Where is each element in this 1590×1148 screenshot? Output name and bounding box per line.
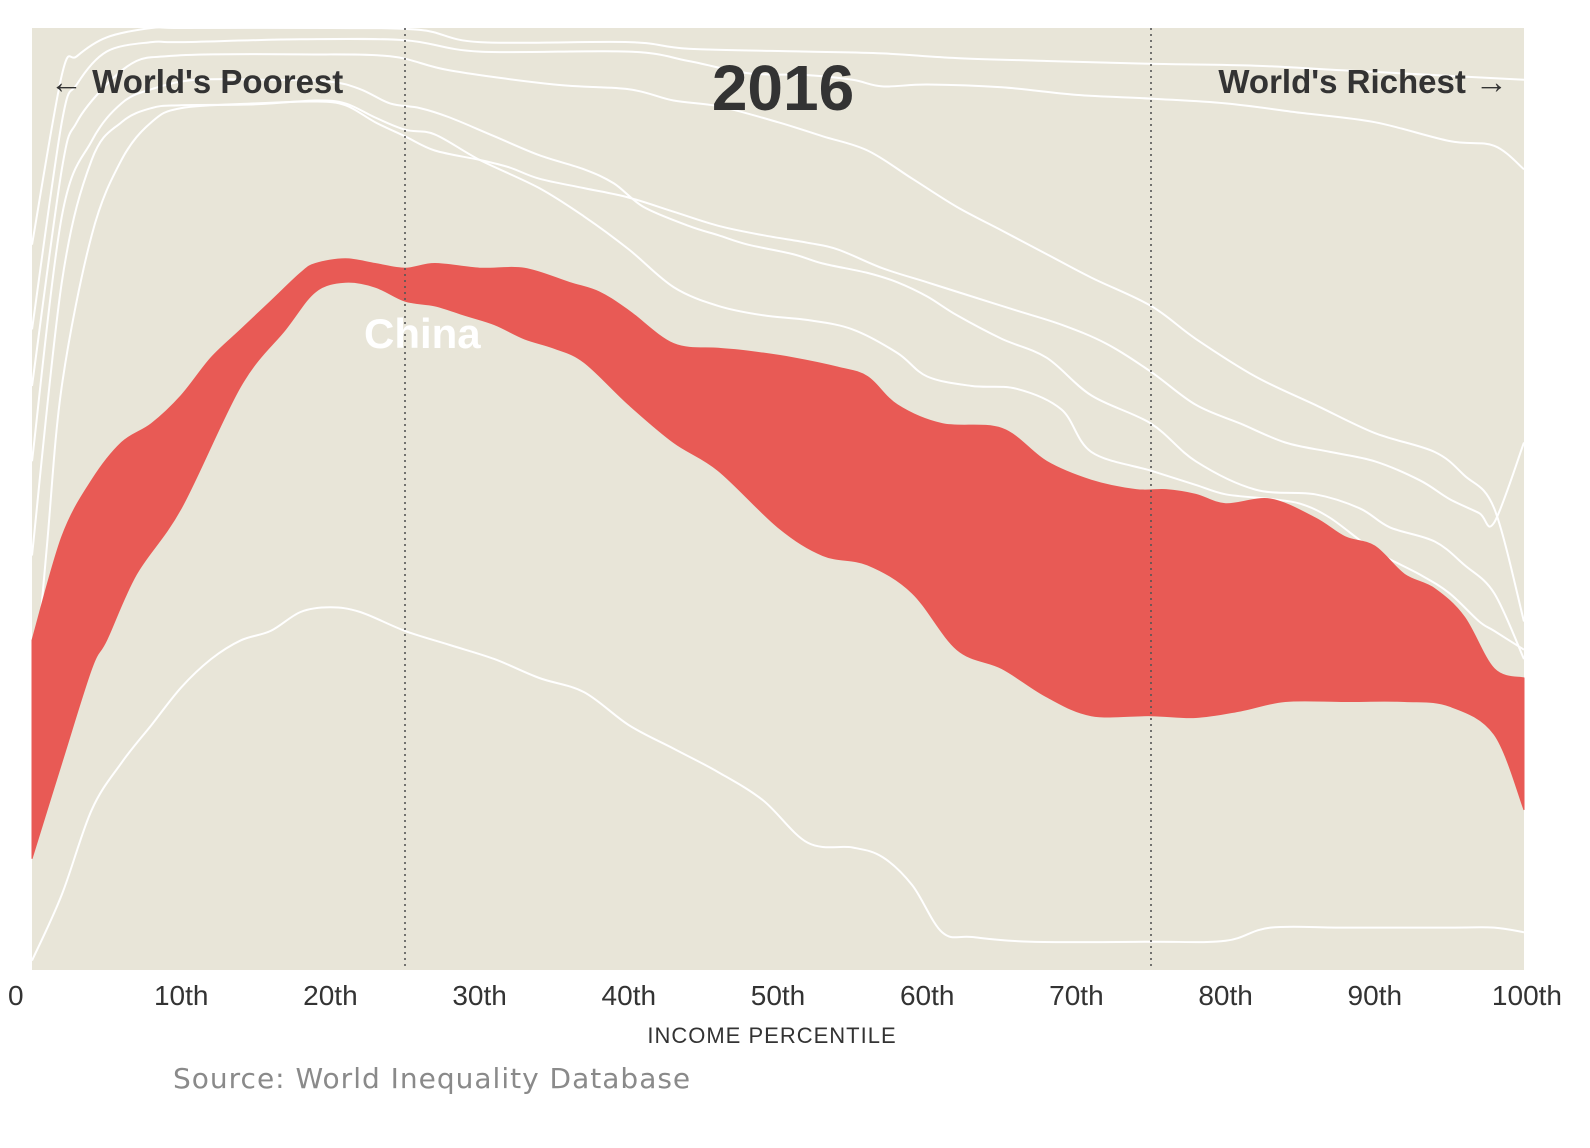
band-boundary-line bbox=[31, 100, 1525, 716]
x-tick-label: 10th bbox=[154, 980, 209, 1011]
year-title: 2016 bbox=[712, 52, 854, 124]
band-boundary-line bbox=[31, 99, 1525, 651]
x-axis-title: INCOME PERCENTILE bbox=[647, 1023, 896, 1048]
x-tick-label: 20th bbox=[303, 980, 358, 1011]
worlds-poorest-label: ← World's Poorest bbox=[50, 63, 343, 100]
china-label: China bbox=[364, 310, 481, 357]
x-tick-label: 70th bbox=[1049, 980, 1104, 1011]
reference-lines bbox=[404, 28, 1152, 970]
x-tick-label: 40th bbox=[602, 980, 657, 1011]
band-boundaries bbox=[31, 26, 1525, 962]
x-tick-label: 60th bbox=[900, 980, 955, 1011]
x-tick-label: 80th bbox=[1198, 980, 1253, 1011]
x-tick-label: 30th bbox=[452, 980, 507, 1011]
band-boundary-line bbox=[31, 606, 1525, 962]
x-tick-label: 50th bbox=[751, 980, 806, 1011]
band-boundary-line bbox=[31, 26, 1525, 245]
x-tick-label: 100th bbox=[1492, 980, 1562, 1011]
band-boundary-line bbox=[31, 53, 1525, 622]
x-tick-label: 90th bbox=[1348, 980, 1403, 1011]
worlds-richest-label: World's Richest → bbox=[1218, 63, 1508, 100]
band-boundary-line bbox=[31, 37, 1525, 330]
x-axis-ticks: 0 10th 20th 30th 40th 50th 60th 70th 80th 90th 100… bbox=[8, 980, 1562, 1011]
band-boundary-line bbox=[31, 78, 1525, 660]
china-band bbox=[31, 258, 1525, 859]
x-tick-label: 0 bbox=[8, 980, 24, 1011]
source-note: Source: World Inequality Database bbox=[173, 1062, 692, 1095]
